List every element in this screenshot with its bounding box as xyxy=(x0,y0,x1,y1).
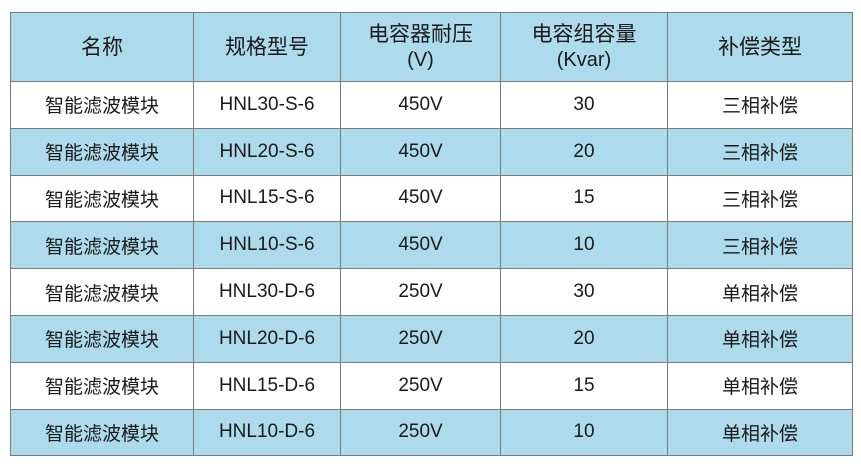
column-header-model-label: 规格型号 xyxy=(225,34,309,59)
table-row: 智能滤波模块 HNL30-D-6 250V 30 单相补偿 xyxy=(10,268,853,316)
cell-compensation-type: 三相补偿 xyxy=(667,221,853,270)
cell-compensation-type: 三相补偿 xyxy=(667,127,853,176)
column-header-capacity-label: 电容组容量 xyxy=(531,21,637,46)
cell-model: HNL30-D-6 xyxy=(193,268,341,316)
cell-name: 智能滤波模块 xyxy=(10,314,194,363)
cell-name: 智能滤波模块 xyxy=(10,174,194,223)
cell-model: HNL10-S-6 xyxy=(193,221,341,270)
cell-compensation-type: 三相补偿 xyxy=(667,174,853,223)
cell-model: HNL15-S-6 xyxy=(193,174,341,223)
cell-name: 智能滤波模块 xyxy=(10,221,194,270)
cell-voltage: 450V xyxy=(340,127,501,176)
table-row: 智能滤波模块 HNL10-S-6 450V 10 三相补偿 xyxy=(10,221,853,270)
cell-model: HNL20-S-6 xyxy=(193,127,341,176)
cell-name: 智能滤波模块 xyxy=(10,268,194,316)
table-row: 智能滤波模块 HNL20-D-6 250V 20 单相补偿 xyxy=(10,314,853,363)
cell-model: HNL10-D-6 xyxy=(193,408,341,457)
column-header-voltage-label: 电容器耐压 xyxy=(368,21,473,46)
cell-voltage: 250V xyxy=(340,408,501,457)
cell-voltage: 450V xyxy=(340,81,501,129)
cell-capacity: 10 xyxy=(500,221,668,270)
column-header-model: 规格型号 xyxy=(193,12,341,82)
cell-voltage: 450V xyxy=(340,221,501,270)
cell-compensation-type: 单相补偿 xyxy=(667,408,853,457)
table-header-row: 名称 规格型号 电容器耐压 (V) 电容组容量 (Kvar) 补偿类型 xyxy=(10,12,853,82)
column-header-compensation-type: 补偿类型 xyxy=(667,12,853,82)
cell-capacity: 20 xyxy=(500,127,668,176)
cell-compensation-type: 单相补偿 xyxy=(667,314,853,363)
table-row: 智能滤波模块 HNL15-S-6 450V 15 三相补偿 xyxy=(10,174,853,223)
cell-compensation-type: 三相补偿 xyxy=(667,81,853,129)
table-header: 名称 规格型号 电容器耐压 (V) 电容组容量 (Kvar) 补偿类型 xyxy=(10,12,853,82)
column-header-compensation-type-label: 补偿类型 xyxy=(718,34,802,59)
cell-name: 智能滤波模块 xyxy=(10,127,194,176)
cell-compensation-type: 单相补偿 xyxy=(667,268,853,316)
cell-voltage: 250V xyxy=(340,268,501,316)
product-spec-table: 名称 规格型号 电容器耐压 (V) 电容组容量 (Kvar) 补偿类型 xyxy=(10,12,853,457)
cell-model: HNL30-S-6 xyxy=(193,81,341,129)
table-row: 智能滤波模块 HNL20-S-6 450V 20 三相补偿 xyxy=(10,127,853,176)
cell-capacity: 15 xyxy=(500,361,668,410)
cell-name: 智能滤波模块 xyxy=(10,408,194,457)
cell-capacity: 15 xyxy=(500,174,668,223)
column-header-name: 名称 xyxy=(10,12,194,82)
cell-compensation-type: 单相补偿 xyxy=(667,361,853,410)
cell-capacity: 30 xyxy=(500,81,668,129)
table-body: 智能滤波模块 HNL30-S-6 450V 30 三相补偿 智能滤波模块 HNL… xyxy=(10,81,853,457)
column-header-name-label: 名称 xyxy=(81,34,123,59)
spec-table-container: 名称 规格型号 电容器耐压 (V) 电容组容量 (Kvar) 补偿类型 xyxy=(10,12,853,457)
cell-voltage: 250V xyxy=(340,314,501,363)
column-header-capacity: 电容组容量 (Kvar) xyxy=(500,12,668,82)
table-row: 智能滤波模块 HNL10-D-6 250V 10 单相补偿 xyxy=(10,408,853,457)
cell-model: HNL15-D-6 xyxy=(193,361,341,410)
cell-model: HNL20-D-6 xyxy=(193,314,341,363)
cell-voltage: 250V xyxy=(340,361,501,410)
column-header-voltage: 电容器耐压 (V) xyxy=(340,12,501,82)
cell-name: 智能滤波模块 xyxy=(10,361,194,410)
cell-capacity: 10 xyxy=(500,408,668,457)
table-row: 智能滤波模块 HNL30-S-6 450V 30 三相补偿 xyxy=(10,81,853,129)
cell-capacity: 20 xyxy=(500,314,668,363)
column-header-voltage-unit: (V) xyxy=(407,48,434,71)
cell-capacity: 30 xyxy=(500,268,668,316)
table-row: 智能滤波模块 HNL15-D-6 250V 15 单相补偿 xyxy=(10,361,853,410)
cell-name: 智能滤波模块 xyxy=(10,81,194,129)
column-header-capacity-unit: (Kvar) xyxy=(556,48,612,71)
cell-voltage: 450V xyxy=(340,174,501,223)
